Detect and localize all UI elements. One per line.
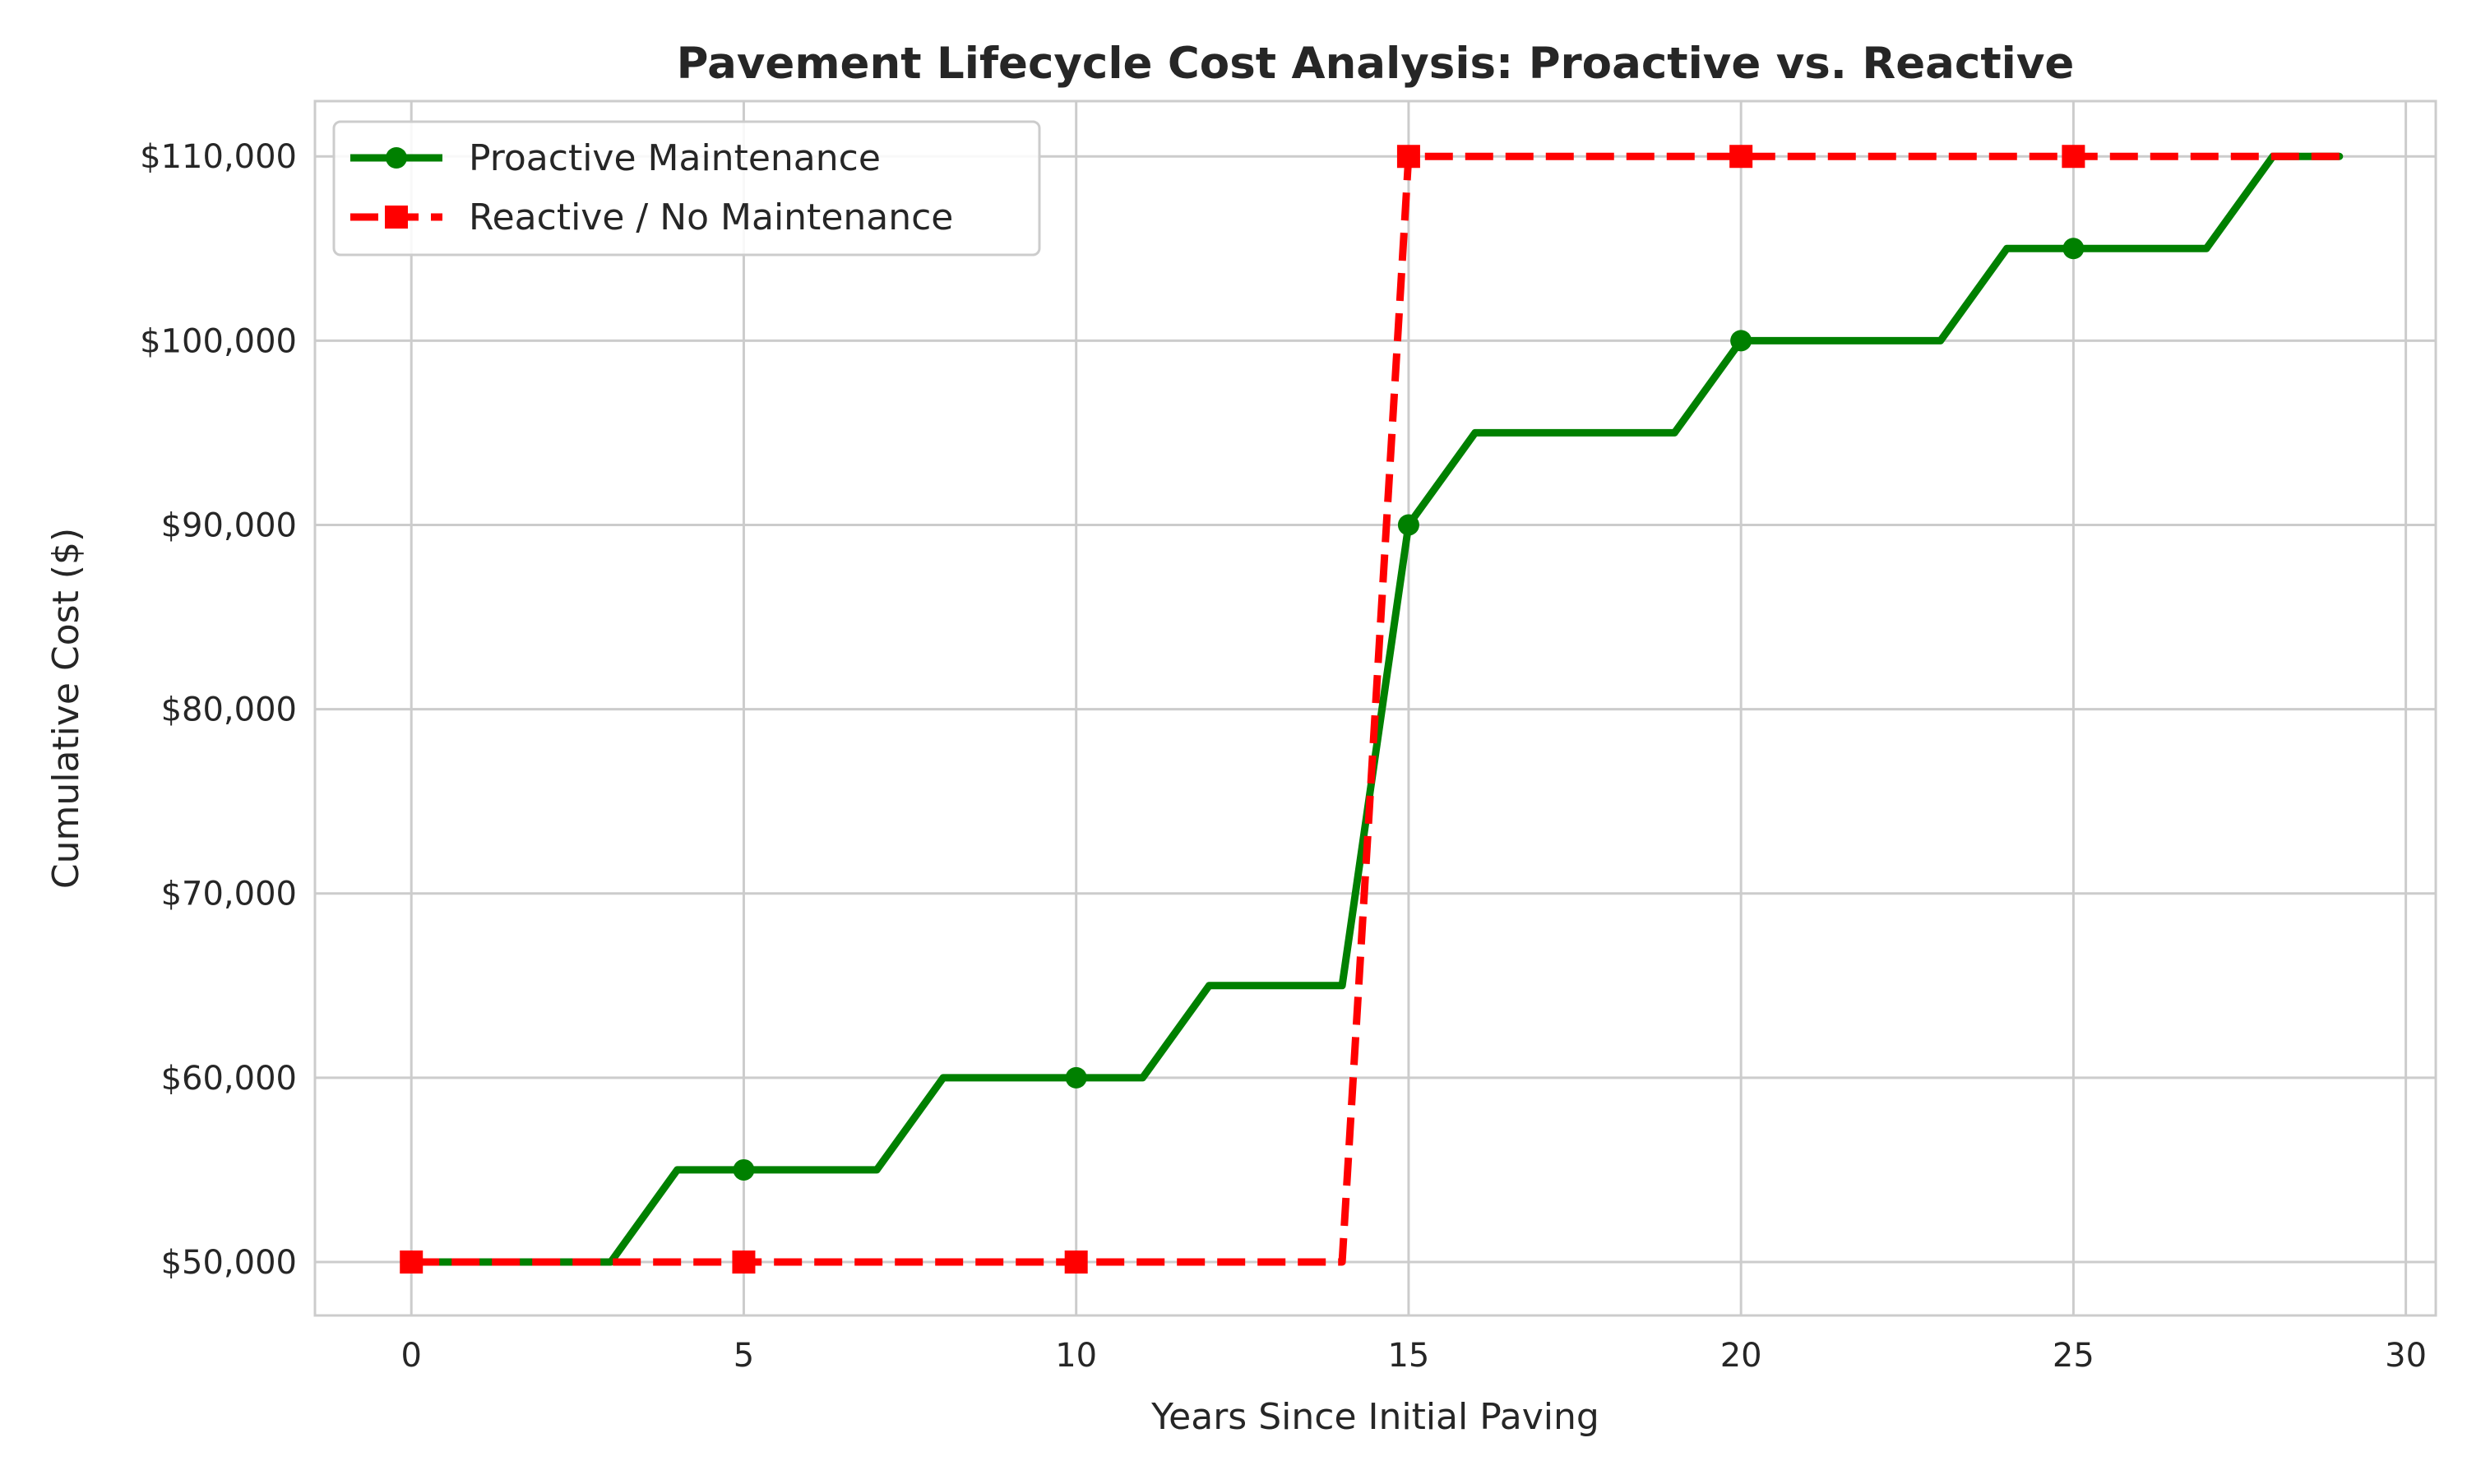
x-tick-label: 15	[1387, 1337, 1429, 1375]
y-tick-label: $60,000	[161, 1060, 297, 1098]
y-tick-label: $70,000	[161, 876, 297, 913]
data-point-marker	[2062, 238, 2085, 260]
legend-label: Proactive Maintenance	[469, 137, 881, 179]
chart-title: Pavement Lifecycle Cost Analysis: Proact…	[677, 39, 2075, 89]
data-point-marker	[1397, 514, 1419, 536]
x-tick-label: 5	[734, 1337, 754, 1375]
legend-label: Reactive / No Maintenance	[469, 196, 953, 238]
y-tick-label: $100,000	[140, 322, 297, 360]
y-tick-label: $90,000	[161, 506, 297, 544]
data-point-marker	[1729, 145, 1753, 169]
data-point-marker	[1396, 145, 1420, 169]
legend-entry: Proactive Maintenance	[350, 137, 881, 179]
y-tick-label: $110,000	[140, 138, 297, 176]
data-point-marker	[1730, 330, 1752, 352]
legend: Proactive Maintenance Reactive / No Maint…	[332, 120, 1041, 257]
y-tick-label: $50,000	[161, 1244, 297, 1282]
data-point-marker	[733, 1158, 755, 1181]
tick-labels: 0 5 10 15 20 25 30 $50,000 $60,000 $70,000 $80,000…	[140, 138, 2427, 1375]
data-point-marker	[1065, 1066, 1087, 1089]
data-point-marker	[2062, 145, 2085, 169]
x-tick-label: 25	[2053, 1337, 2094, 1375]
x-tick-label: 30	[2385, 1337, 2427, 1375]
legend-marker	[385, 206, 408, 229]
legend-marker	[386, 147, 407, 169]
data-point-marker	[1064, 1251, 1088, 1274]
legend-box	[332, 120, 1041, 257]
legend-entries: Proactive Maintenance Reactive / No Maint…	[350, 137, 953, 238]
x-tick-label: 0	[401, 1337, 422, 1375]
series-line-0	[407, 152, 2344, 1266]
y-axis-label: Cumulative Cost ($)	[45, 528, 87, 889]
series-lines	[400, 145, 2344, 1274]
x-axis-label: Years Since Initial Paving	[1150, 1396, 1599, 1438]
x-tick-label: 20	[1720, 1337, 1762, 1375]
legend-entry: Reactive / No Maintenance	[350, 196, 953, 238]
data-point-marker	[732, 1251, 756, 1274]
y-tick-label: $80,000	[161, 691, 297, 729]
plot-frame	[313, 99, 2437, 1317]
data-point-marker	[400, 1251, 424, 1274]
x-tick-label: 10	[1055, 1337, 1097, 1375]
